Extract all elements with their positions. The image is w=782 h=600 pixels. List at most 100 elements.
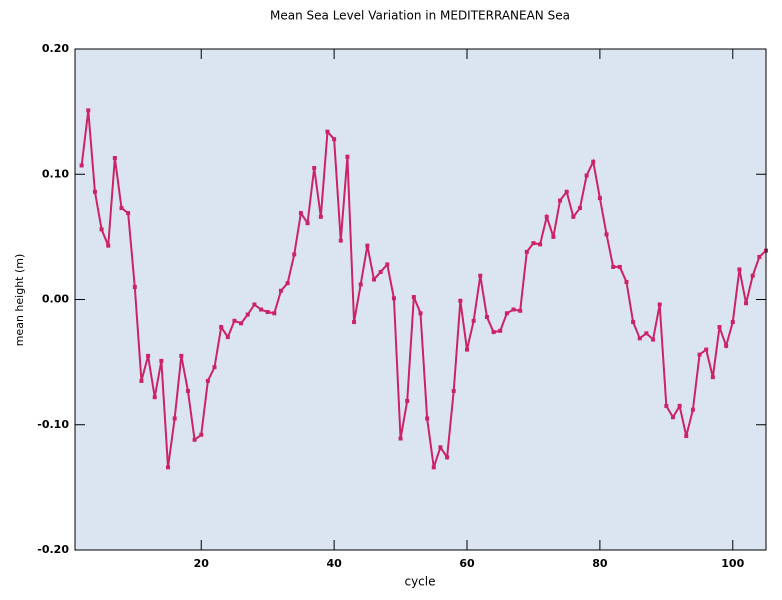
x-tick-label: 40 <box>326 557 342 570</box>
data-point <box>465 347 470 352</box>
data-point <box>199 432 204 437</box>
data-point <box>352 320 357 325</box>
data-point <box>86 108 91 113</box>
y-tick-label: -0.20 <box>37 543 69 556</box>
data-point <box>365 243 370 248</box>
data-point <box>577 206 582 211</box>
data-point <box>438 445 443 450</box>
data-point <box>604 232 609 237</box>
data-point <box>471 318 476 323</box>
data-point <box>644 331 649 336</box>
data-point <box>617 264 622 269</box>
data-point <box>192 437 197 442</box>
data-point <box>498 328 503 333</box>
data-point <box>750 273 755 278</box>
data-point <box>737 267 742 272</box>
plot-area <box>75 49 766 550</box>
data-point <box>757 254 762 259</box>
data-point <box>697 352 702 357</box>
data-point <box>690 407 695 412</box>
data-point <box>717 325 722 330</box>
data-point <box>272 311 277 316</box>
data-point <box>278 288 283 293</box>
data-point <box>531 241 536 246</box>
data-point <box>325 129 330 134</box>
data-point <box>179 353 184 358</box>
data-point <box>544 214 549 219</box>
data-point <box>425 416 430 421</box>
data-point <box>385 262 390 267</box>
data-point <box>504 311 509 316</box>
data-point <box>305 221 310 226</box>
chart-title: Mean Sea Level Variation in MEDITERRANEA… <box>270 9 570 23</box>
x-tick-label: 20 <box>194 557 210 570</box>
data-point <box>398 436 403 441</box>
data-point <box>491 330 496 335</box>
data-point <box>418 311 423 316</box>
data-point <box>106 243 111 248</box>
data-point <box>212 365 217 370</box>
data-point <box>478 273 483 278</box>
data-point <box>332 137 337 142</box>
data-point <box>591 159 596 164</box>
data-point <box>484 315 489 320</box>
data-point <box>411 294 416 299</box>
data-point <box>378 269 383 274</box>
data-point <box>252 302 257 307</box>
y-tick-label: 0.10 <box>42 167 69 180</box>
data-point <box>524 249 529 254</box>
data-point <box>112 155 117 160</box>
data-point <box>245 312 250 317</box>
data-point <box>259 307 264 312</box>
data-point <box>371 277 376 282</box>
data-point <box>205 378 210 383</box>
x-axis-label: cycle <box>404 575 435 589</box>
data-point <box>338 238 343 243</box>
data-point <box>651 337 656 342</box>
data-point <box>637 336 642 341</box>
data-point <box>172 416 177 421</box>
data-point <box>119 206 124 211</box>
data-point <box>451 388 456 393</box>
data-point <box>298 211 303 216</box>
data-point <box>584 173 589 178</box>
data-point <box>538 242 543 247</box>
data-point <box>126 211 131 216</box>
data-point <box>312 165 317 170</box>
data-point <box>511 307 516 312</box>
data-point <box>710 375 715 380</box>
data-point <box>132 284 137 289</box>
data-point <box>564 189 569 194</box>
data-point <box>292 252 297 257</box>
data-point <box>624 279 629 284</box>
data-point <box>358 282 363 287</box>
data-point <box>232 318 237 323</box>
data-point <box>146 353 151 358</box>
data-point <box>166 465 171 470</box>
y-axis-label: mean height (m) <box>13 254 26 347</box>
data-point <box>265 310 270 315</box>
data-point <box>677 403 682 408</box>
data-point <box>558 198 563 203</box>
x-tick-label: 80 <box>592 557 608 570</box>
data-point <box>431 465 436 470</box>
x-tick-label: 60 <box>459 557 475 570</box>
data-point <box>657 302 662 307</box>
data-point <box>597 196 602 201</box>
data-point <box>99 227 104 232</box>
data-point <box>225 335 230 340</box>
data-point <box>285 281 290 286</box>
data-point <box>670 415 675 420</box>
y-tick-label: 0.00 <box>42 293 69 306</box>
data-point <box>611 264 616 269</box>
data-point <box>458 298 463 303</box>
data-point <box>239 321 244 326</box>
data-point <box>318 214 323 219</box>
data-point <box>724 343 729 348</box>
data-point <box>152 395 157 400</box>
data-point <box>730 320 735 325</box>
data-point <box>391 296 396 301</box>
data-point <box>159 358 164 363</box>
data-point <box>551 234 556 239</box>
data-point <box>139 378 144 383</box>
